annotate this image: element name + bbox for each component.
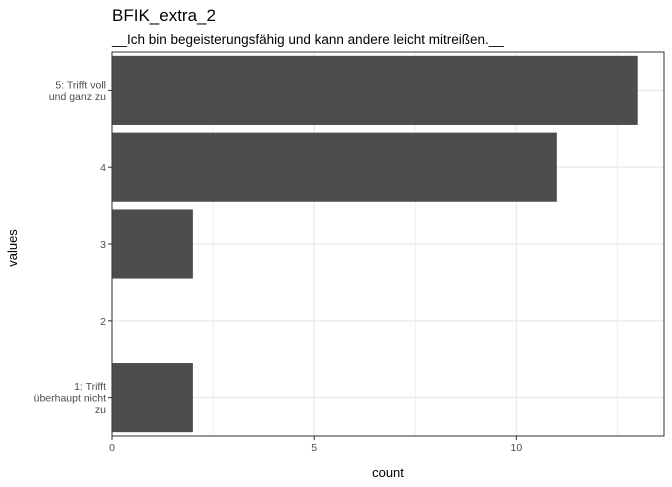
y-tick-label: 1: Trifft [74,381,106,393]
x-axis-label: count [372,465,404,480]
x-axis: 0 5 10 [109,436,522,454]
bars [112,55,638,433]
y-tick-label: und ganz zu [49,91,106,103]
x-tick-label: 10 [511,442,523,454]
bar [112,132,557,202]
y-tick-label: 3 [100,239,106,251]
y-axis-label: values [5,229,20,267]
y-tick-label: zu [95,404,106,416]
bar [112,55,638,125]
y-tick-label: 4 [100,162,106,174]
y-tick-label: 2 [100,316,106,328]
chart-title: BFIK_extra_2 [112,6,216,25]
y-tick-label: 5: Trifft voll [55,80,106,92]
x-tick-label: 5 [311,442,317,454]
y-tick-label: überhaupt nicht [34,393,106,405]
bar [112,209,193,279]
x-tick-label: 0 [109,442,115,454]
chart-subtitle: __Ich bin begeisterungsfähig und kann an… [111,32,504,47]
bar [112,363,193,433]
